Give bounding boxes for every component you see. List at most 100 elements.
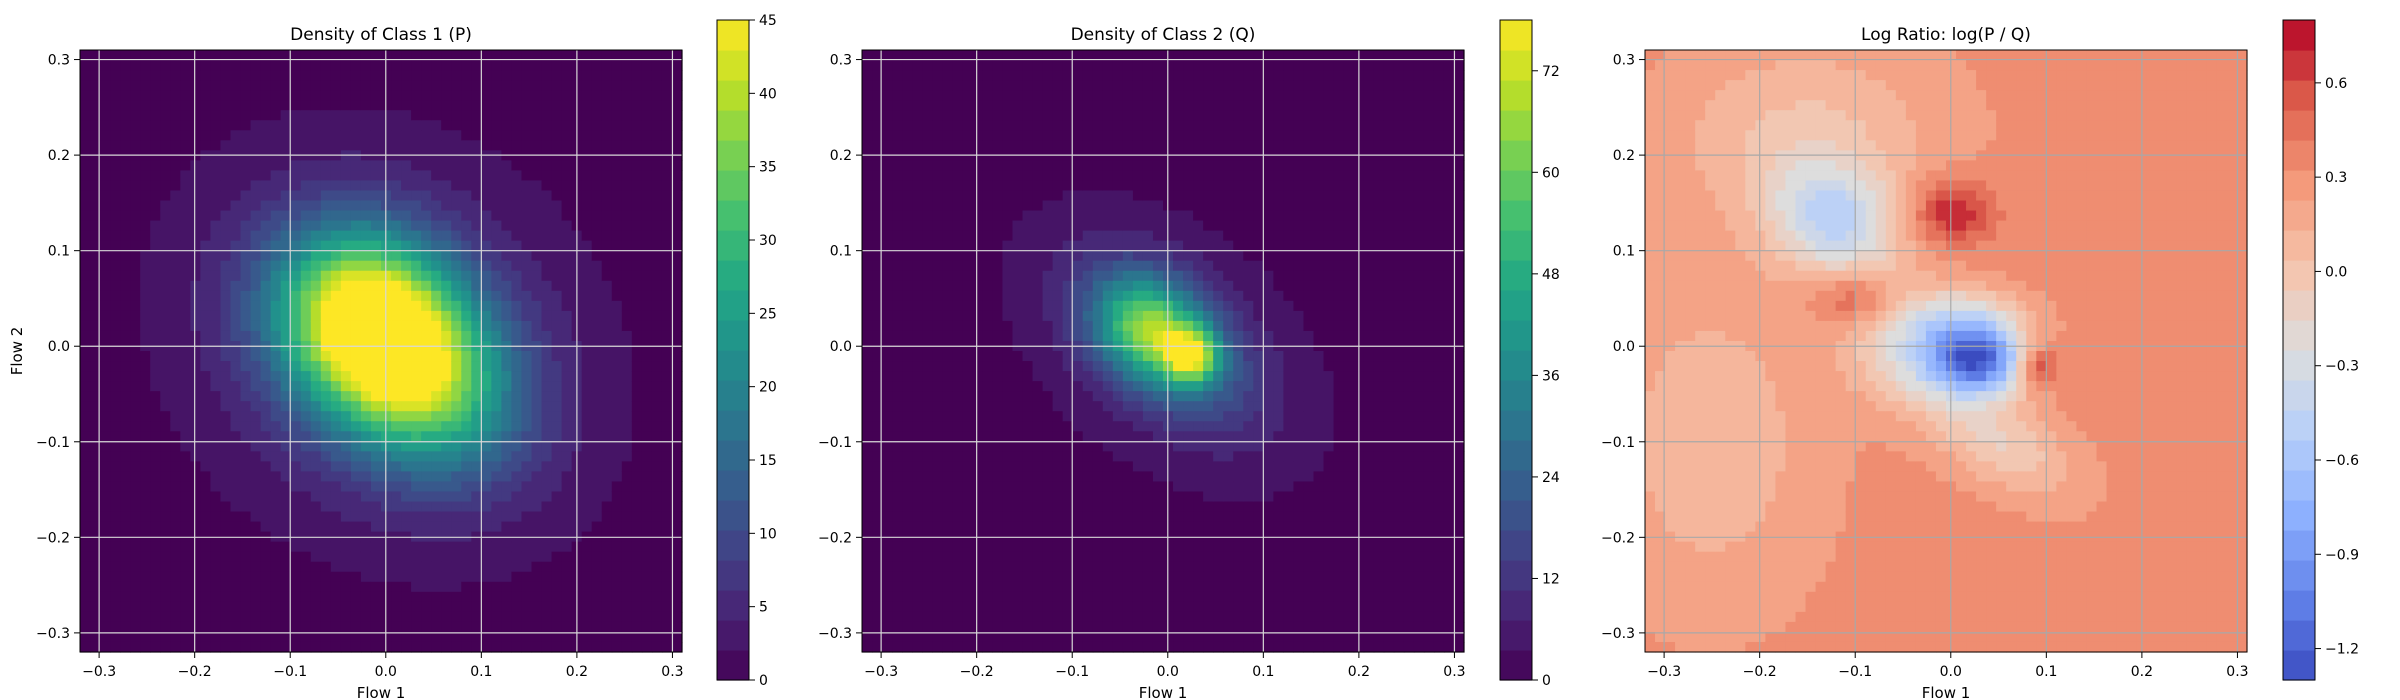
heatmap-cell	[150, 240, 161, 252]
heatmap-cell	[561, 170, 573, 182]
heatmap-cell	[511, 250, 523, 262]
heatmap-cell	[80, 641, 91, 653]
heatmap-cell	[220, 240, 232, 252]
colorbar-band	[717, 260, 749, 291]
heatmap-cell	[220, 300, 232, 312]
heatmap-cell	[491, 551, 502, 563]
heatmap-cell	[541, 90, 553, 101]
heatmap-cell	[581, 431, 593, 442]
heatmap-cell	[170, 421, 181, 432]
heatmap-cell	[100, 371, 111, 382]
heatmap-cell	[300, 541, 312, 553]
heatmap-cell	[441, 411, 452, 422]
heatmap-cell	[300, 140, 312, 151]
heatmap-cell	[671, 631, 683, 643]
heatmap-cell	[230, 581, 242, 593]
heatmap-cell	[641, 541, 653, 553]
heatmap-cell	[892, 621, 903, 633]
heatmap-cell	[401, 70, 412, 81]
heatmap-cell	[180, 330, 191, 342]
heatmap-cell	[651, 180, 663, 192]
heatmap-cell	[1032, 110, 1044, 121]
heatmap-cell	[641, 290, 653, 302]
heatmap-cell	[461, 631, 472, 643]
heatmap-cell	[992, 471, 1004, 483]
heatmap-cell	[962, 371, 973, 382]
heatmap-cell	[511, 120, 523, 131]
heatmap-cell	[471, 561, 482, 573]
heatmap-cell	[581, 90, 593, 101]
heatmap-cell	[481, 170, 492, 182]
heatmap-cell	[922, 100, 933, 111]
heatmap-cell	[671, 200, 683, 212]
heatmap-cell	[421, 110, 432, 121]
heatmap-cell	[320, 631, 332, 643]
heatmap-cell	[491, 120, 502, 131]
heatmap-cell	[340, 371, 352, 382]
heatmap-cell	[431, 220, 442, 232]
heatmap-cell	[972, 110, 983, 121]
heatmap-cell	[912, 361, 923, 372]
heatmap-cell	[932, 401, 943, 412]
heatmap-cell	[391, 90, 402, 101]
heatmap-cell	[461, 411, 472, 422]
heatmap-cell	[541, 511, 553, 523]
heatmap-cell	[862, 551, 873, 563]
heatmap-cell	[982, 391, 994, 402]
heatmap-cell	[972, 320, 983, 332]
heatmap-cell	[401, 160, 412, 171]
heatmap-cell	[330, 641, 342, 653]
heatmap-cell	[200, 60, 212, 71]
heatmap-cell	[912, 70, 923, 81]
heatmap-cell	[1012, 371, 1024, 382]
heatmap-cell	[451, 310, 462, 322]
heatmap-cell	[170, 210, 181, 222]
heatmap-cell	[1022, 320, 1034, 332]
heatmap-cell	[1022, 220, 1034, 232]
heatmap-cell	[892, 140, 903, 151]
heatmap-cell	[631, 581, 643, 593]
heatmap-cell	[200, 571, 212, 583]
heatmap-cell	[902, 80, 913, 91]
heatmap-cell	[902, 361, 913, 372]
heatmap-cell	[270, 50, 282, 61]
heatmap-cell	[912, 541, 923, 553]
heatmap-cell	[190, 451, 201, 462]
heatmap-cell	[1052, 280, 1064, 292]
heatmap-cell	[611, 320, 623, 332]
heatmap-cell	[561, 70, 573, 81]
heatmap-cell	[461, 200, 472, 212]
heatmap-cell	[481, 230, 492, 242]
heatmap-cell	[260, 50, 272, 61]
heatmap-cell	[170, 481, 181, 493]
heatmap-cell	[942, 60, 953, 71]
heatmap-cell	[471, 571, 482, 583]
heatmap-cell	[190, 260, 201, 272]
heatmap-cell	[170, 50, 181, 61]
heatmap-cell	[461, 371, 472, 382]
heatmap-cell	[240, 90, 252, 101]
heatmap-cell	[902, 180, 913, 192]
heatmap-cell	[521, 641, 533, 653]
heatmap-cell	[441, 190, 452, 202]
heatmap-cell	[942, 200, 953, 212]
heatmap-cell	[1062, 220, 1074, 232]
heatmap-cell	[551, 581, 563, 593]
heatmap-cell	[1042, 310, 1054, 322]
heatmap-cell	[441, 491, 452, 503]
heatmap-cell	[862, 110, 873, 121]
heatmap-cell	[872, 521, 883, 533]
heatmap-cell	[641, 100, 653, 111]
heatmap-cell	[591, 50, 603, 61]
colorbar-frame	[716, 19, 750, 681]
heatmap-cell	[471, 140, 482, 151]
heatmap-cell	[310, 180, 322, 192]
heatmap-cell	[350, 230, 362, 242]
heatmap-cell	[611, 491, 623, 503]
heatmap-cell	[1062, 491, 1074, 503]
heatmap-cell	[1012, 431, 1024, 442]
heatmap-cell	[611, 371, 623, 382]
heatmap-cell	[1032, 581, 1044, 593]
heatmap-cell	[360, 391, 372, 402]
heatmap-cell	[441, 431, 452, 442]
